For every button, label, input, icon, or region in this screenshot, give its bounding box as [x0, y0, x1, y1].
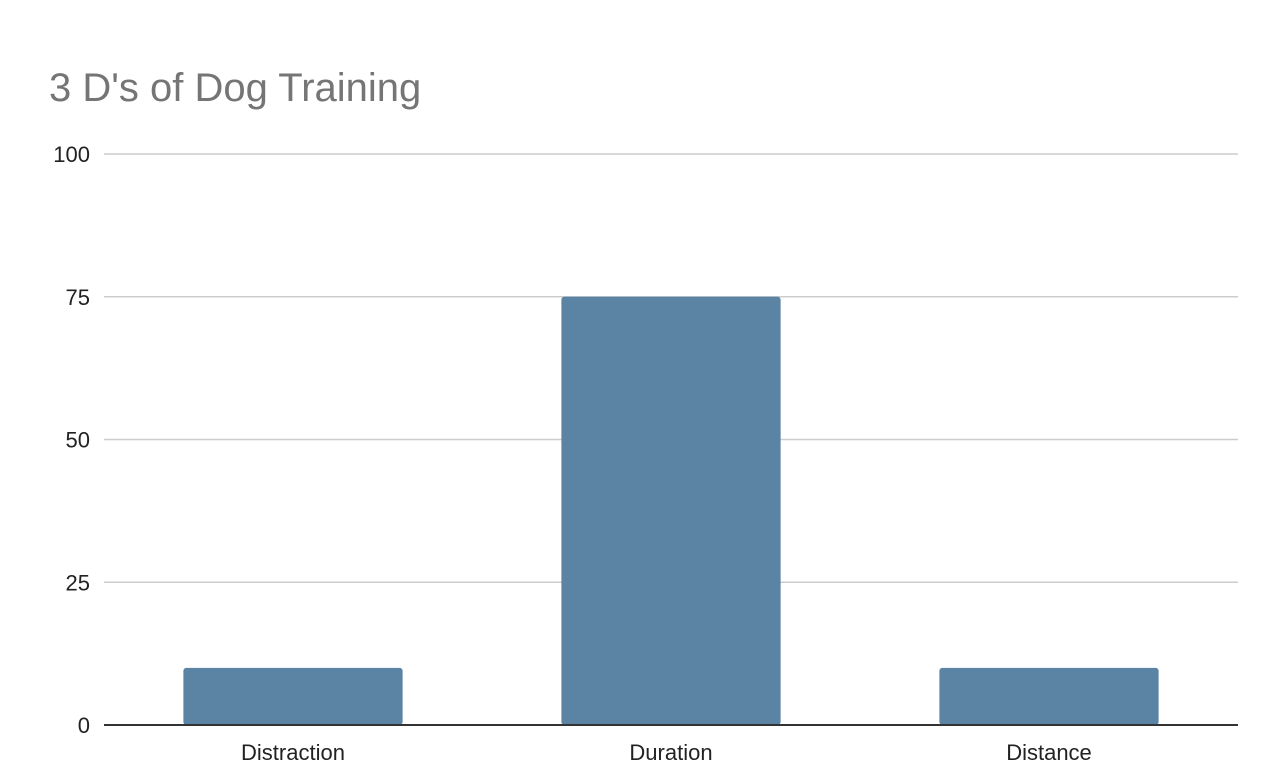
- x-category-label-duration: Duration: [629, 740, 712, 765]
- chart-title: 3 D's of Dog Training: [49, 66, 422, 110]
- y-tick-label-25: 25: [66, 570, 90, 595]
- y-axis-tick-labels: 0 25 50 75 100: [53, 142, 90, 738]
- bar-distraction: [183, 667, 403, 725]
- x-axis-category-labels: Distraction Duration Distance: [241, 740, 1092, 765]
- y-tick-label-0: 0: [78, 713, 90, 738]
- y-tick-label-50: 50: [66, 428, 90, 453]
- x-category-label-distance: Distance: [1006, 740, 1092, 765]
- bars: [183, 296, 1159, 725]
- x-category-label-distraction: Distraction: [241, 740, 345, 765]
- bar-distance: [939, 667, 1159, 725]
- y-tick-label-100: 100: [53, 142, 90, 167]
- y-tick-label-75: 75: [66, 285, 90, 310]
- bar-duration: [561, 296, 781, 725]
